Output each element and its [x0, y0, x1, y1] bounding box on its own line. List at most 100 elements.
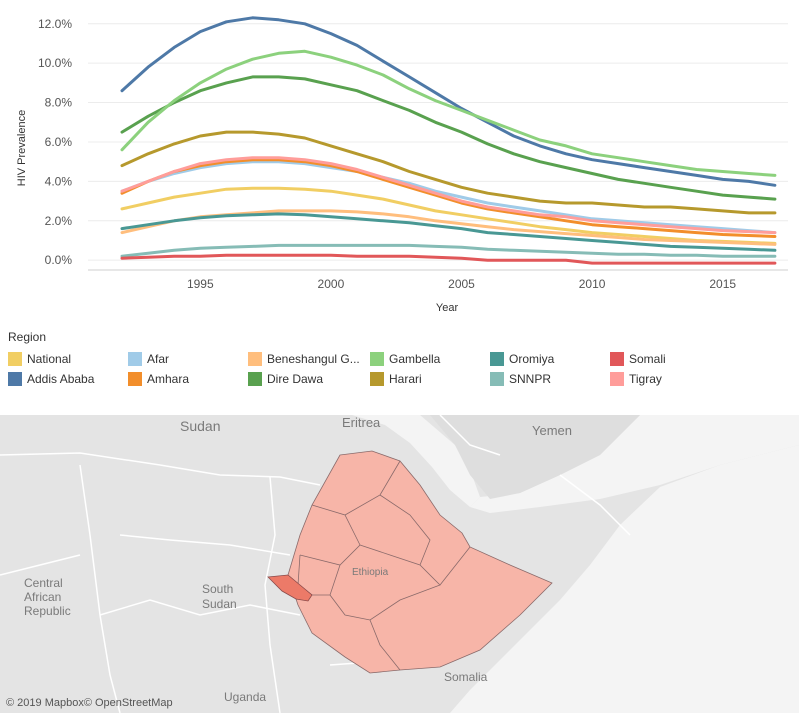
border-line	[559, 474, 631, 536]
map-label-uganda: Uganda	[224, 690, 266, 704]
y-tick-label: 4.0%	[45, 174, 73, 188]
series-line-afar[interactable]	[120, 160, 777, 235]
line-chart: 0.0% 2.0% 4.0% 6.0% 8.0% 10.0% 12.0% 1995 2000 2…	[16, 16, 788, 314]
border-line	[79, 464, 121, 713]
map-label-car-1: Central	[24, 576, 63, 590]
legend-item[interactable]: Somali	[610, 350, 666, 368]
region-border	[329, 564, 441, 621]
legend-swatch	[490, 352, 504, 366]
legend: Region National Afar Beneshangul G... Ga…	[8, 330, 788, 392]
legend-item[interactable]: Addis Ababa	[8, 370, 94, 388]
legend-label: Somali	[629, 352, 666, 366]
legend-swatch	[128, 372, 142, 386]
gulf-of-aden	[470, 415, 799, 513]
legend-swatch	[370, 372, 384, 386]
arabian-peninsula	[430, 415, 640, 499]
map-canvas[interactable]: Sudan Eritrea Yemen South Sudan Central …	[0, 415, 799, 713]
legend-label: Oromiya	[509, 352, 555, 366]
legend-item[interactable]: Beneshangul G...	[248, 350, 360, 368]
series-line-gambella[interactable]	[120, 49, 777, 177]
y-axis-ticks: 0.0% 2.0% 4.0% 6.0% 8.0% 10.0% 12.0%	[38, 17, 72, 267]
legend-item[interactable]: Gambella	[370, 350, 440, 368]
legend-swatch	[610, 352, 624, 366]
indian-ocean	[450, 445, 799, 713]
legend-label: Amhara	[147, 372, 190, 386]
series-line-national[interactable]	[120, 186, 777, 245]
series-line-oromiya[interactable]	[120, 212, 777, 252]
legend-item[interactable]: SNNPR	[490, 370, 551, 388]
series-line-harari[interactable]	[120, 130, 777, 215]
legend-swatch	[370, 352, 384, 366]
legend-item[interactable]: Harari	[370, 370, 422, 388]
border-line	[0, 452, 321, 486]
series-line-tigray[interactable]	[120, 156, 777, 235]
red-sea	[352, 415, 480, 507]
legend-label: Addis Ababa	[27, 372, 95, 386]
map-attribution[interactable]: © 2019 Mapbox© OpenStreetMap	[6, 697, 173, 709]
x-tick-label: 1995	[187, 277, 214, 291]
legend-swatch	[248, 352, 262, 366]
legend-item[interactable]: Oromiya	[490, 350, 554, 368]
map-label-car-3: Republic	[24, 604, 71, 618]
legend-label: Harari	[389, 372, 422, 386]
y-tick-label: 8.0%	[45, 96, 73, 110]
series-lines	[120, 16, 777, 265]
map-label-eritrea: Eritrea	[342, 415, 381, 430]
grid-lines	[88, 23, 788, 271]
series-line-snnpr[interactable]	[120, 243, 777, 258]
border-line	[0, 554, 81, 576]
legend-label: Gambella	[389, 352, 441, 366]
x-axis-ticks: 1995 2000 2005 2010 2015	[187, 277, 736, 291]
series-line-addis-ababa[interactable]	[120, 16, 777, 187]
legend-swatch	[128, 352, 142, 366]
map-label-car-2: African	[24, 590, 61, 604]
legend-label: SNNPR	[509, 372, 552, 386]
legend-label: Afar	[147, 352, 170, 366]
map-label-south-sudan-1: South	[202, 582, 233, 596]
y-tick-label: 6.0%	[45, 135, 73, 149]
region-border	[379, 494, 431, 566]
series-line-somali[interactable]	[120, 253, 777, 265]
region-border	[359, 544, 471, 586]
map-panel[interactable]: Sudan Eritrea Yemen South Sudan Central …	[0, 415, 799, 713]
x-tick-label: 2005	[448, 277, 475, 291]
legend-swatch	[8, 352, 22, 366]
ethiopia-region-borders	[297, 460, 471, 671]
legend-label: Dire Dawa	[267, 372, 324, 386]
legend-title: Region	[8, 330, 47, 344]
series-line-amhara[interactable]	[120, 158, 777, 238]
map-label-sudan: Sudan	[180, 418, 220, 434]
map-label-yemen: Yemen	[532, 423, 572, 438]
legend-item[interactable]: Amhara	[128, 370, 189, 388]
x-tick-label: 2015	[709, 277, 736, 291]
country-borders	[0, 415, 631, 713]
border-line	[264, 476, 281, 713]
x-tick-label: 2010	[579, 277, 606, 291]
y-axis-title: HIV Prevalence	[16, 110, 28, 186]
legend-label: Beneshangul G...	[267, 352, 360, 366]
y-tick-label: 0.0%	[45, 253, 73, 267]
legend-swatch	[610, 372, 624, 386]
legend-swatch	[8, 372, 22, 386]
legend-label: National	[27, 352, 72, 366]
map-label-somalia: Somalia	[444, 670, 488, 684]
legend-swatch	[248, 372, 262, 386]
region-border	[369, 619, 401, 671]
gambella-highlight[interactable]	[267, 574, 313, 602]
y-tick-label: 10.0%	[38, 56, 72, 70]
legend-item[interactable]: National	[8, 350, 71, 368]
legend-swatch	[490, 372, 504, 386]
legend-item[interactable]: Afar	[128, 350, 169, 368]
x-tick-label: 2000	[318, 277, 345, 291]
y-tick-label: 12.0%	[38, 17, 72, 31]
y-tick-label: 2.0%	[45, 214, 73, 228]
x-axis-title: Year	[436, 302, 459, 314]
series-line-dire-dawa[interactable]	[120, 75, 777, 201]
border-line	[119, 534, 291, 556]
legend-item[interactable]: Dire Dawa	[248, 370, 323, 388]
legend-label: Tigray	[629, 372, 662, 386]
border-line	[439, 415, 501, 456]
legend-item[interactable]: Tigray	[610, 370, 662, 388]
map-label-ethiopia: Ethiopia	[352, 567, 389, 578]
map-label-south-sudan-2: Sudan	[202, 597, 237, 611]
